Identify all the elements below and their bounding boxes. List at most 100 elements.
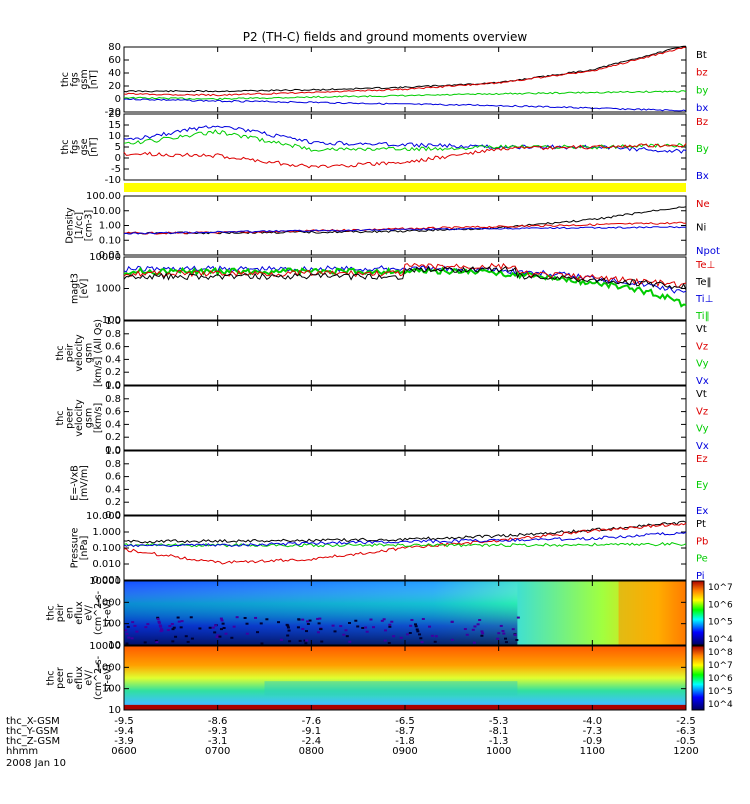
- ion-spectrogram-speckle: [392, 635, 396, 638]
- ephemeris-value: -8.6: [208, 716, 228, 727]
- ion-spectrogram-speckle: [361, 626, 365, 629]
- y-tick-label: 0.0: [105, 445, 121, 456]
- ion-spectrogram-speckle: [157, 621, 161, 624]
- y-tick-label: 0.2: [105, 367, 121, 378]
- legend-Bx: Bx: [696, 171, 709, 182]
- ephemeris-value: -7.6: [302, 716, 322, 727]
- y-tick-label: 0.4: [105, 354, 121, 365]
- y-tick-label: 10: [108, 131, 121, 142]
- panel-peer-velocity: 1.00.80.60.40.20.0thcpeervelocitygsm[km/…: [55, 381, 709, 456]
- series-Npot: [123, 225, 687, 235]
- ion-spectrogram-speckle: [388, 625, 392, 628]
- colorbar-label: 10^4: [708, 700, 733, 710]
- y-axis-label-line: thc: [46, 606, 57, 621]
- ion-spectrogram-speckle: [232, 625, 236, 628]
- ion-spectrogram-speckle: [298, 639, 302, 642]
- legend-Vy: Vy: [696, 359, 709, 370]
- ion-spectrogram-speckle: [208, 626, 212, 629]
- ion-spectrogram-speckle: [419, 637, 423, 640]
- y-tick-label: 100: [102, 619, 121, 630]
- legend-Vx: Vx: [696, 376, 709, 387]
- y-tick-label: 100: [102, 315, 121, 326]
- ion-spectrogram-speckle: [211, 626, 215, 629]
- panel-density: 100.00 10.00 1.00 0.10 0.01 Density[1/cc][cm-…: [65, 191, 720, 261]
- ephemeris-value: -9.4: [114, 726, 134, 737]
- y-axis-label: E=-VxB[mV/m]: [69, 465, 90, 501]
- ion-spectrogram-speckle: [260, 642, 264, 645]
- ion-spectrogram-speckle: [189, 616, 193, 619]
- ion-spectrogram-speckle: [480, 634, 484, 637]
- ion-spectrogram-speckle: [277, 621, 281, 624]
- ion-spectrogram-speckle: [478, 619, 482, 622]
- ion-spectrogram-speckle: [215, 636, 219, 639]
- ion-spectrogram-speckle: [243, 616, 247, 619]
- colorbar-label: 10^7: [708, 661, 733, 671]
- legend-Vt: Vt: [696, 389, 707, 400]
- ion-spectrogram-speckle: [125, 632, 129, 635]
- legend-Vt: Vt: [696, 324, 707, 335]
- y-tick-label: 0.8: [105, 394, 121, 405]
- ion-spectrogram-speckle: [434, 635, 438, 638]
- legend-Bt: Bt: [696, 50, 707, 61]
- legend-Npot: Npot: [696, 246, 720, 257]
- y-axis-label-line: en: [65, 672, 76, 684]
- legend-Ti‖: Ti‖: [695, 311, 710, 322]
- y-axis-label: Density[1/cc][cm-3]: [65, 207, 95, 243]
- y-tick-label: 0.010: [92, 559, 121, 570]
- ion-spectrogram-speckle: [146, 623, 150, 626]
- panel-peir-velocity: 1.00.80.60.40.20.0thcpeirvelocitygsm[km/…: [55, 316, 709, 391]
- ion-spectrogram-speckle: [303, 639, 307, 642]
- colorbar-label: 10^6: [708, 674, 733, 684]
- ion-spectrogram-speckle: [365, 630, 369, 633]
- ion-spectrogram-speckle: [354, 619, 358, 622]
- y-tick-label: 0.6: [105, 342, 121, 353]
- ephemeris-value: -9.5: [114, 716, 134, 727]
- series-Te-perp: [123, 262, 687, 288]
- y-axis-label-line: fgs: [69, 72, 80, 86]
- ion-spectrogram-speckle: [154, 639, 158, 642]
- panels-group: 806040200-20thcfgsgsm[nT]Btbzbybx2015105…: [46, 42, 733, 716]
- ion-spectrogram-speckle: [155, 641, 159, 644]
- ion-spectrogram-speckle: [176, 616, 180, 619]
- ion-spectrogram-speckle: [190, 637, 194, 640]
- ion-spectrogram-speckle: [333, 630, 337, 633]
- ion-spectrogram-speckle: [504, 641, 508, 644]
- ion-spectrogram-speckle: [317, 622, 321, 625]
- ion-spectrogram-speckle: [180, 620, 184, 623]
- ion-spectrogram-speckle: [414, 625, 418, 628]
- panel-temperature: 10000 1000 100 magt3[eV] Te⊥ Te‖ Ti⊥ Ti‖: [69, 252, 715, 326]
- ion-spectrogram-speckle: [172, 626, 176, 629]
- legend-Ez: Ez: [696, 454, 708, 465]
- ion-spectrogram-speckle: [179, 626, 183, 629]
- y-axis-label-line: velocity: [74, 399, 85, 437]
- panel-peir-spec: 10000 1000 100 10 thcpeirenefluxeV/(cm^2-s-s…: [46, 576, 733, 651]
- y-tick-label: 0.10: [99, 235, 121, 246]
- x-axis-ephemeris: thc_X-GSM -9.5 -8.6 -7.6 -6.5 -5.3 -4.0 -2.5 thc…: [6, 716, 699, 769]
- ion-spectrogram-speckle: [214, 624, 218, 627]
- ephemeris-value: -6.5: [395, 716, 415, 727]
- y-tick-label: 0.8: [105, 459, 121, 470]
- y-axis-label-line: [nT]: [88, 137, 99, 156]
- ion-spectrogram-speckle: [481, 632, 485, 635]
- ion-spectrogram-speckle: [288, 640, 292, 643]
- y-axis-label-line: thc: [55, 346, 66, 361]
- ion-spectrogram-hot: [618, 581, 686, 645]
- ion-spectrogram-speckle: [364, 626, 368, 629]
- panel-frame: [123, 385, 687, 451]
- ephemeris-label: thc_X-GSM: [6, 716, 60, 727]
- y-axis-label-line: fgs: [69, 140, 80, 154]
- ion-spectrogram-speckle: [177, 620, 181, 623]
- y-tick-label: 10.000: [86, 511, 121, 522]
- y-tick-label: 60: [108, 55, 121, 66]
- ion-spectrogram-speckle: [245, 622, 249, 625]
- ion-spectrogram-speckle: [166, 629, 170, 632]
- y-tick-label: 10: [108, 640, 121, 651]
- ion-spectrogram-speckle: [415, 628, 419, 631]
- y-tick-label: 20: [108, 81, 121, 92]
- y-tick-label: 0.100: [92, 543, 121, 554]
- ion-spectrogram-speckle: [286, 626, 290, 629]
- ion-spectrogram-speckle: [380, 619, 384, 622]
